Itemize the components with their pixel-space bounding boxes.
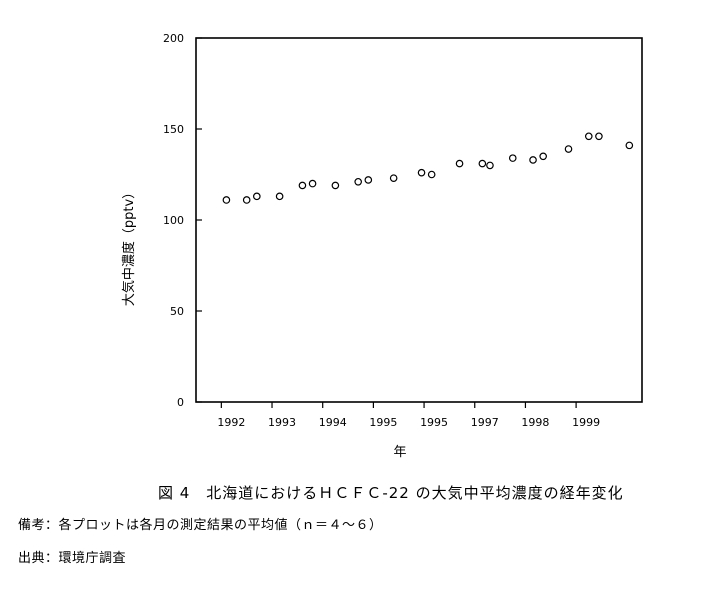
data-point: [478, 159, 487, 168]
data-point: [331, 181, 340, 190]
figure-source: 出典：環境庁調査: [18, 551, 127, 566]
y-tick-label: 100: [163, 214, 184, 227]
x-axis-title: 年: [393, 445, 406, 460]
data-point: [242, 196, 251, 204]
x-tick-label: 1995: [420, 416, 448, 429]
y-tick-label: 200: [163, 32, 184, 45]
figure-caption: 図 4 北海道におけるＨＣＦＣ-22 の大気中平均濃度の経年変化: [158, 484, 624, 502]
y-tick-label: 0: [177, 396, 184, 409]
data-point: [222, 196, 231, 204]
y-tick-label: 150: [163, 123, 184, 136]
x-tick-label: 1997: [471, 416, 499, 429]
y-tick-label: 50: [170, 305, 184, 318]
data-point: [564, 145, 573, 153]
plot-frame: [195, 37, 643, 403]
x-tick-label: 1993: [268, 416, 296, 429]
data-point: [354, 177, 362, 186]
data-point: [584, 132, 593, 141]
hcfc22-scatter-chart: 0 50 100 150 200 1992 1993 1994 1995 1995 1997 1998…: [121, 32, 643, 460]
data-point: [275, 192, 284, 201]
x-tick-label: 1999: [572, 416, 600, 429]
data-point: [539, 152, 547, 161]
data-point: [298, 181, 307, 190]
y-axis-title: 大気中濃度（pptv）: [121, 186, 137, 306]
plot-area: 0 50 100 150 200 1992 1993 1994 1995 1995 1997 1998…: [163, 32, 643, 429]
data-point: [417, 168, 426, 177]
x-tick-label: 1995: [369, 416, 397, 429]
data-point: [427, 170, 436, 179]
data-point: [308, 179, 317, 188]
data-point: [253, 192, 261, 201]
data-point: [595, 132, 603, 141]
x-tick-label: 1994: [319, 416, 347, 429]
x-tick-label: 1998: [521, 416, 549, 429]
data-point: [529, 156, 537, 164]
figure-note: 備考：各プロットは各月の測定結果の平均値（ｎ＝４～６）: [18, 518, 383, 533]
data-point: [508, 154, 517, 162]
data-point: [364, 176, 373, 184]
data-point: [455, 159, 464, 168]
x-tick-label: 1992: [217, 416, 245, 429]
data-point: [625, 141, 634, 150]
data-point: [389, 174, 398, 182]
data-point: [486, 161, 494, 170]
